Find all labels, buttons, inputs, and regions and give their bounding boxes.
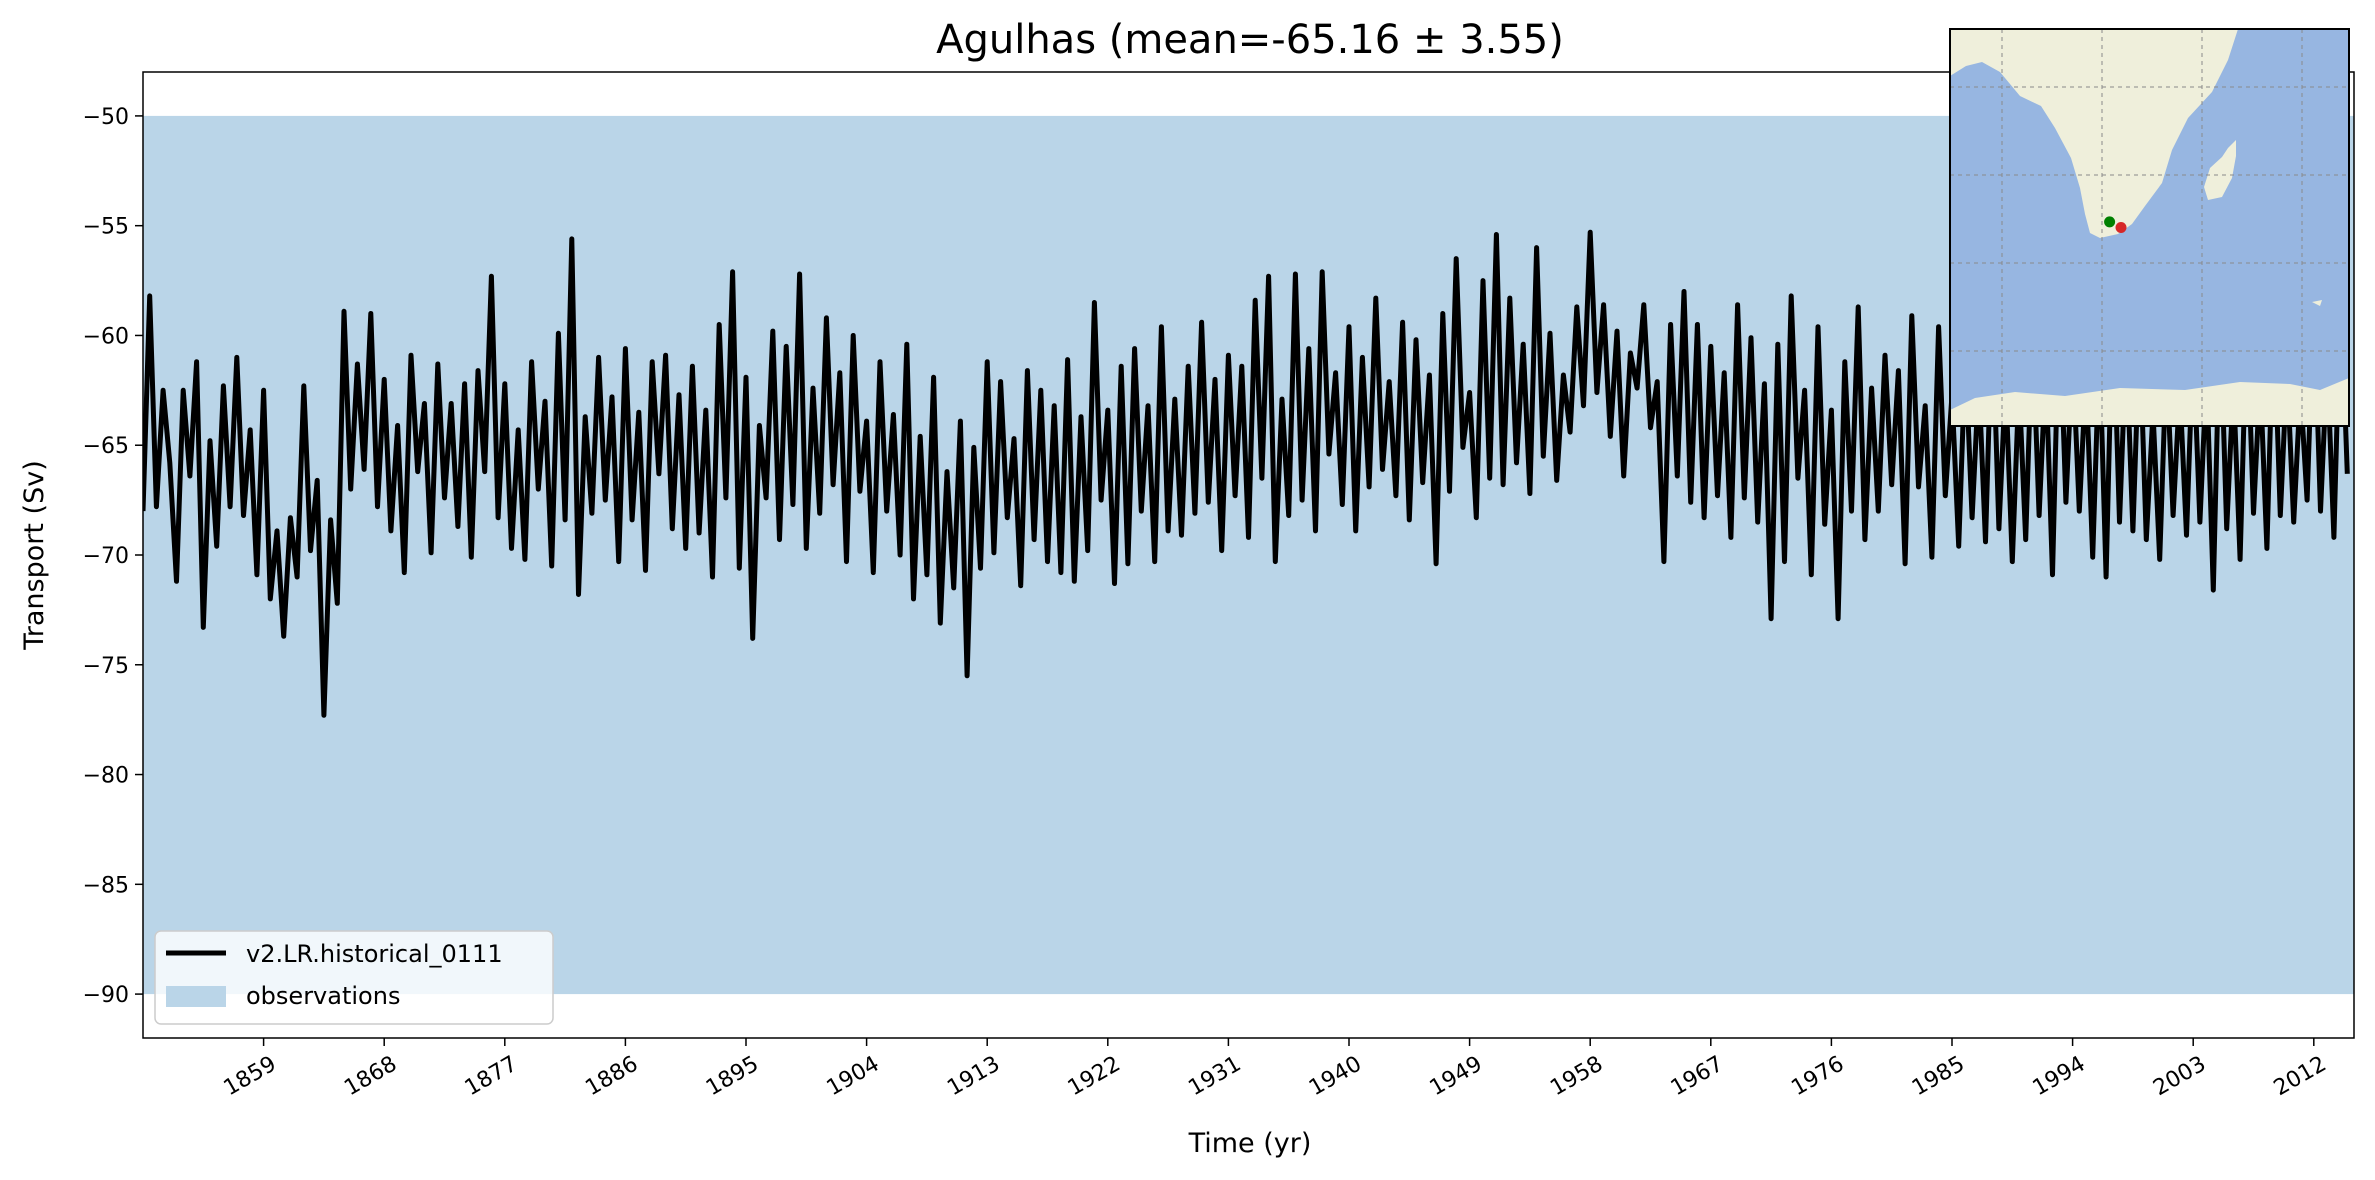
madagascar bbox=[2204, 140, 2236, 200]
x-tick-label: 1904 bbox=[823, 1052, 884, 1102]
inset-map-frame bbox=[1949, 28, 2350, 427]
x-tick-label: 1967 bbox=[1667, 1052, 1728, 1102]
x-tick-label: 1958 bbox=[1546, 1052, 1607, 1102]
inset-map bbox=[1949, 28, 2350, 427]
y-tick-label: −85 bbox=[83, 873, 129, 898]
x-tick-label: 1994 bbox=[2029, 1052, 2090, 1102]
y-axis-label: Transport (Sv) bbox=[19, 460, 50, 650]
chart-title: Agulhas (mean=-65.16 ± 3.55) bbox=[936, 17, 1564, 63]
legend: v2.LR.historical_0111 observations bbox=[154, 930, 554, 1025]
small-island bbox=[2312, 300, 2322, 306]
africa-landmass bbox=[1950, 29, 2238, 238]
x-tick-label: 2003 bbox=[2149, 1052, 2210, 1102]
x-tick-label: 1895 bbox=[702, 1052, 763, 1102]
legend-entry-observations: observations bbox=[246, 982, 400, 1010]
x-tick-label: 1976 bbox=[1787, 1052, 1848, 1102]
x-tick-label: 1931 bbox=[1184, 1052, 1245, 1102]
y-tick-label: −50 bbox=[83, 105, 129, 130]
x-axis: 1859 1868 1877 1886 1895 1904 1913 1922 1931 1940… bbox=[220, 1038, 2331, 1101]
inset-map-point-green bbox=[2104, 216, 2116, 228]
legend-band-swatch bbox=[166, 986, 226, 1007]
y-axis: −50 −55 −60 −65 −70 −75 −80 −85 −90 bbox=[83, 105, 143, 1008]
inset-map-grid bbox=[1950, 29, 2349, 426]
x-tick-label: 1913 bbox=[943, 1052, 1004, 1102]
y-tick-label: −60 bbox=[83, 324, 129, 349]
x-tick-label: 1922 bbox=[1064, 1052, 1125, 1102]
inset-map-point-red bbox=[2115, 222, 2127, 233]
x-tick-label: 1868 bbox=[340, 1052, 401, 1102]
y-tick-label: −70 bbox=[83, 544, 129, 569]
x-tick-label: 1985 bbox=[1908, 1052, 1969, 1102]
inset-map-land bbox=[1950, 29, 2349, 426]
y-tick-label: −75 bbox=[83, 654, 129, 679]
y-tick-label: −80 bbox=[83, 764, 129, 789]
y-tick-label: −55 bbox=[83, 215, 129, 240]
x-tick-label: 2012 bbox=[2270, 1052, 2331, 1102]
x-tick-label: 1886 bbox=[581, 1052, 642, 1102]
antarctica bbox=[1950, 378, 2349, 426]
x-tick-label: 1877 bbox=[461, 1052, 522, 1102]
x-tick-label: 1940 bbox=[1305, 1052, 1366, 1102]
x-axis-label: Time (yr) bbox=[1188, 1128, 1312, 1159]
x-tick-label: 1949 bbox=[1426, 1052, 1487, 1102]
x-tick-label: 1859 bbox=[220, 1052, 281, 1102]
legend-box bbox=[154, 930, 554, 1025]
y-tick-label: −90 bbox=[83, 983, 129, 1008]
y-tick-label: −65 bbox=[83, 434, 129, 459]
legend-entry-series: v2.LR.historical_0111 bbox=[246, 940, 503, 968]
